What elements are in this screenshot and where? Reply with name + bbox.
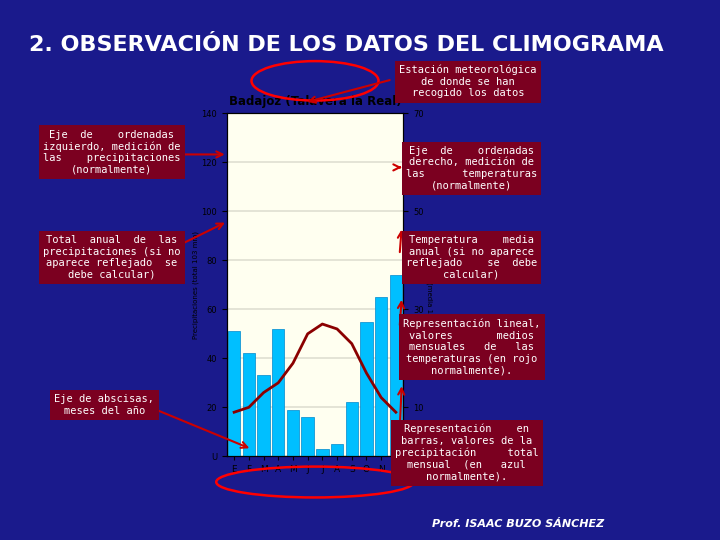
Bar bbox=[257, 375, 270, 456]
Text: 2. OBSERVACIÓN DE LOS DATOS DEL CLIMOGRAMA: 2. OBSERVACIÓN DE LOS DATOS DEL CLIMOGRA… bbox=[29, 35, 663, 55]
Bar bbox=[287, 410, 300, 456]
Bar bbox=[390, 275, 402, 456]
Bar bbox=[360, 322, 373, 456]
Bar bbox=[316, 449, 328, 456]
Bar bbox=[228, 332, 240, 456]
Text: Estación meteorológica
de donde se han
recogido los datos: Estación meteorológica de donde se han r… bbox=[400, 65, 536, 98]
Y-axis label: Precipitaciones (total 103 mm): Precipitaciones (total 103 mm) bbox=[192, 231, 199, 339]
Bar bbox=[346, 402, 358, 456]
Text: Total  anual  de  las
precipitaciones (si no
aparece reflejado  se
debe calcular: Total anual de las precipitaciones (si n… bbox=[43, 235, 180, 280]
Text: Representación    en
barras, valores de la
precipitación     total
mensual  (en : Representación en barras, valores de la … bbox=[395, 424, 539, 481]
Bar bbox=[272, 329, 284, 456]
Text: Representación lineal,
valores       medios
mensuales   de   las
temperaturas (e: Representación lineal, valores medios me… bbox=[403, 319, 540, 375]
Text: Prof. ISAAC BUZO SÁNCHEZ: Prof. ISAAC BUZO SÁNCHEZ bbox=[432, 519, 605, 529]
Y-axis label: omperaturas (media 15º °C): omperaturas (media 15º °C) bbox=[426, 235, 434, 334]
Bar bbox=[330, 444, 343, 456]
Title: Badajoz (Talavera la Real): Badajoz (Talavera la Real) bbox=[229, 95, 401, 108]
Bar bbox=[243, 353, 255, 456]
Text: Eje de abscisas,
meses del año: Eje de abscisas, meses del año bbox=[55, 394, 154, 416]
Text: Eje  de    ordenadas
derecho, medición de
las      temperaturas
(normalmente): Eje de ordenadas derecho, medición de la… bbox=[406, 146, 537, 191]
Bar bbox=[302, 417, 314, 456]
Text: Eje  de    ordenadas
izquierdo, medición de
las    precipitaciones
(normalmente): Eje de ordenadas izquierdo, medición de … bbox=[43, 130, 180, 175]
Bar bbox=[375, 297, 387, 456]
Text: Temperatura    media
anual (si no aparece
reflejado    se  debe
calcular): Temperatura media anual (si no aparece r… bbox=[406, 235, 537, 280]
